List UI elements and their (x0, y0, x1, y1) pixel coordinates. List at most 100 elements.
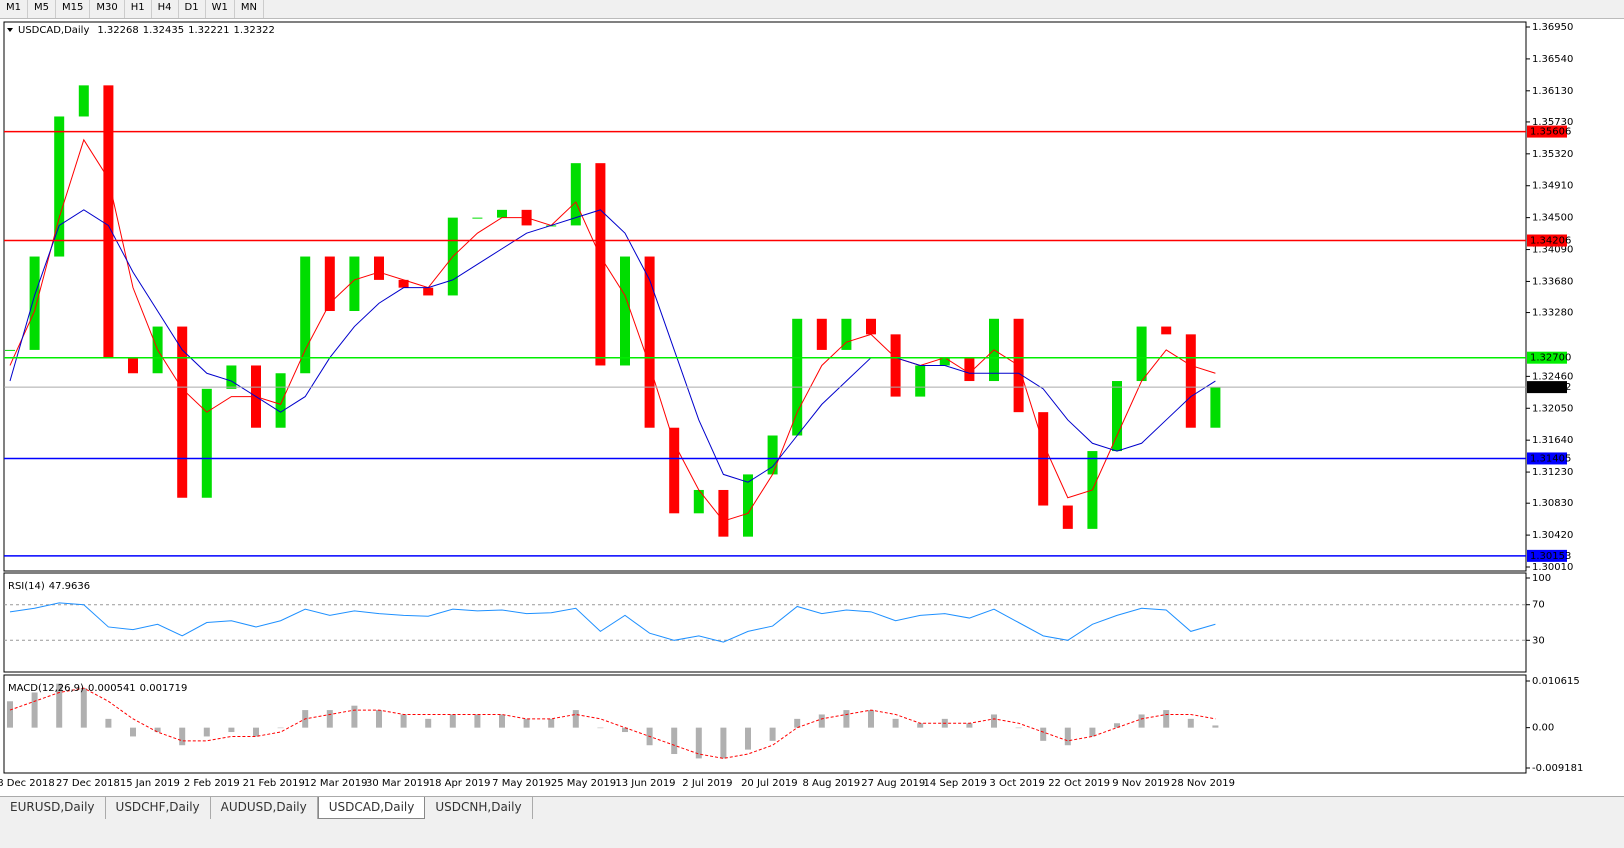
candle (964, 357, 975, 382)
macd-bar (400, 714, 407, 728)
macd-bar (1114, 723, 1120, 728)
macd-bar (1187, 718, 1194, 728)
level-label: 1.34206 (1530, 236, 1571, 247)
timeframe-button[interactable]: M30 (90, 0, 125, 18)
candle (29, 256, 40, 350)
x-tick-label: 20 Jul 2019 (741, 778, 798, 789)
current-price-label: 1.32322 (1530, 382, 1571, 393)
y-tick-label: 1.36950 (1532, 22, 1573, 33)
status-bar (0, 819, 1624, 848)
macd-bar (376, 710, 382, 728)
candle (792, 318, 803, 436)
candle (128, 357, 138, 374)
x-tick-label: 12 Mar 2019 (304, 778, 367, 789)
level-label: 1.32700 (1530, 353, 1571, 364)
macd-bar (277, 727, 284, 729)
macd-bar (31, 692, 38, 728)
candle (939, 357, 950, 366)
chart-header: USDCAD,Daily 1.32268 1.32435 1.32221 1.32322 (18, 25, 275, 36)
x-tick-label: 8 Dec 2018 (0, 778, 55, 789)
y-tick-label: 0.00 (1532, 723, 1554, 734)
candle (693, 489, 704, 514)
candle (324, 256, 335, 312)
macd-bar (695, 727, 702, 759)
y-tick-label: 70 (1532, 600, 1545, 611)
x-tick-label: 2 Feb 2019 (184, 778, 240, 789)
x-tick-label: 15 Jan 2019 (120, 778, 180, 789)
candle (54, 116, 65, 257)
timeframe-button[interactable]: M1 (0, 0, 28, 18)
rsi-frame (3, 572, 1527, 673)
symbol-tab[interactable]: EURUSD,Daily (0, 797, 106, 819)
candle (767, 435, 778, 475)
macd-bar (351, 705, 358, 728)
macd-bar (499, 714, 505, 728)
timeframe-button[interactable]: H1 (125, 0, 152, 18)
ohlc-value: 1.32435 (143, 25, 184, 36)
x-tick-label: 21 Feb 2019 (243, 778, 305, 789)
macd-frame (3, 674, 1527, 774)
macd-bar (80, 688, 87, 728)
symbol-tab[interactable]: USDCHF,Daily (106, 797, 211, 819)
candle (816, 318, 827, 350)
level-label: 1.30153 (1530, 551, 1571, 562)
y-tick-label: 1.33680 (1532, 276, 1573, 287)
symbol-tab[interactable]: AUDUSD,Daily (211, 797, 318, 819)
y-tick-label: 1.34090 (1532, 245, 1573, 256)
macd-bar (474, 714, 481, 728)
macd-bar (868, 710, 874, 728)
level-label-bg (1527, 549, 1567, 562)
x-tick-label: 22 Oct 2019 (1048, 778, 1110, 789)
y-tick-label: 1.32050 (1532, 403, 1573, 414)
macd-bar (1040, 727, 1047, 741)
macd-bar (1212, 725, 1219, 728)
macd-bar (449, 714, 456, 728)
timeframe-button[interactable]: W1 (206, 0, 235, 18)
timeframe-button[interactable]: H4 (152, 0, 179, 18)
y-tick-label: 1.34500 (1532, 213, 1573, 224)
x-tick-label: 14 Sep 2019 (924, 778, 987, 789)
candle (177, 326, 188, 498)
symbol-tab[interactable]: USDCNH,Daily (425, 797, 533, 819)
rsi-line (9, 602, 1216, 643)
moving-average (9, 138, 1216, 522)
macd-bar (154, 727, 161, 733)
macd-bar (548, 718, 555, 728)
candle (644, 256, 655, 428)
candle (669, 427, 680, 514)
y-tick-label: 30 (1532, 635, 1545, 646)
candle (275, 373, 286, 428)
x-tick-label: 18 Apr 2019 (429, 778, 491, 789)
timeframe-button[interactable]: M15 (56, 0, 91, 18)
macd-bar (1163, 710, 1170, 728)
x-tick-label: 7 May 2019 (492, 778, 551, 789)
indicator-value: 0.000541 (88, 683, 136, 694)
candle (595, 163, 606, 366)
indicator-title: MACD(12,26,9) 0.000541 0.001719 (8, 683, 187, 694)
x-tick-label: 13 Jun 2019 (615, 778, 675, 789)
macd-bar (671, 727, 678, 755)
x-tick-label: 28 Nov 2019 (1171, 778, 1235, 789)
symbol-tab[interactable]: USDCAD,Daily (317, 797, 426, 819)
timeframe-button[interactable]: MN (235, 0, 264, 18)
x-tick-label: 8 Aug 2019 (802, 778, 860, 789)
macd-bar (991, 714, 997, 728)
candle (620, 256, 630, 366)
y-tick-label: 1.31230 (1532, 467, 1573, 478)
level-label-bg (1527, 234, 1567, 247)
y-tick-label: 1.33280 (1532, 308, 1573, 319)
candle (841, 318, 852, 350)
timeframe-button[interactable]: D1 (179, 0, 206, 18)
candle (718, 489, 729, 537)
candle (349, 256, 360, 312)
tab-bar: EURUSD,Daily USDCHF,Daily AUDUSD,Daily USDC… (0, 796, 1624, 819)
main-frame (3, 21, 1527, 572)
macd-bar (966, 723, 973, 728)
candle (300, 256, 311, 374)
y-tick-label: 1.35320 (1532, 149, 1573, 160)
candle (472, 217, 483, 219)
timeframe-button[interactable]: M5 (28, 0, 56, 18)
indicator-value: 47.9636 (49, 581, 90, 592)
candle (1185, 334, 1196, 428)
x-tick-label: 2 Jul 2019 (682, 778, 732, 789)
